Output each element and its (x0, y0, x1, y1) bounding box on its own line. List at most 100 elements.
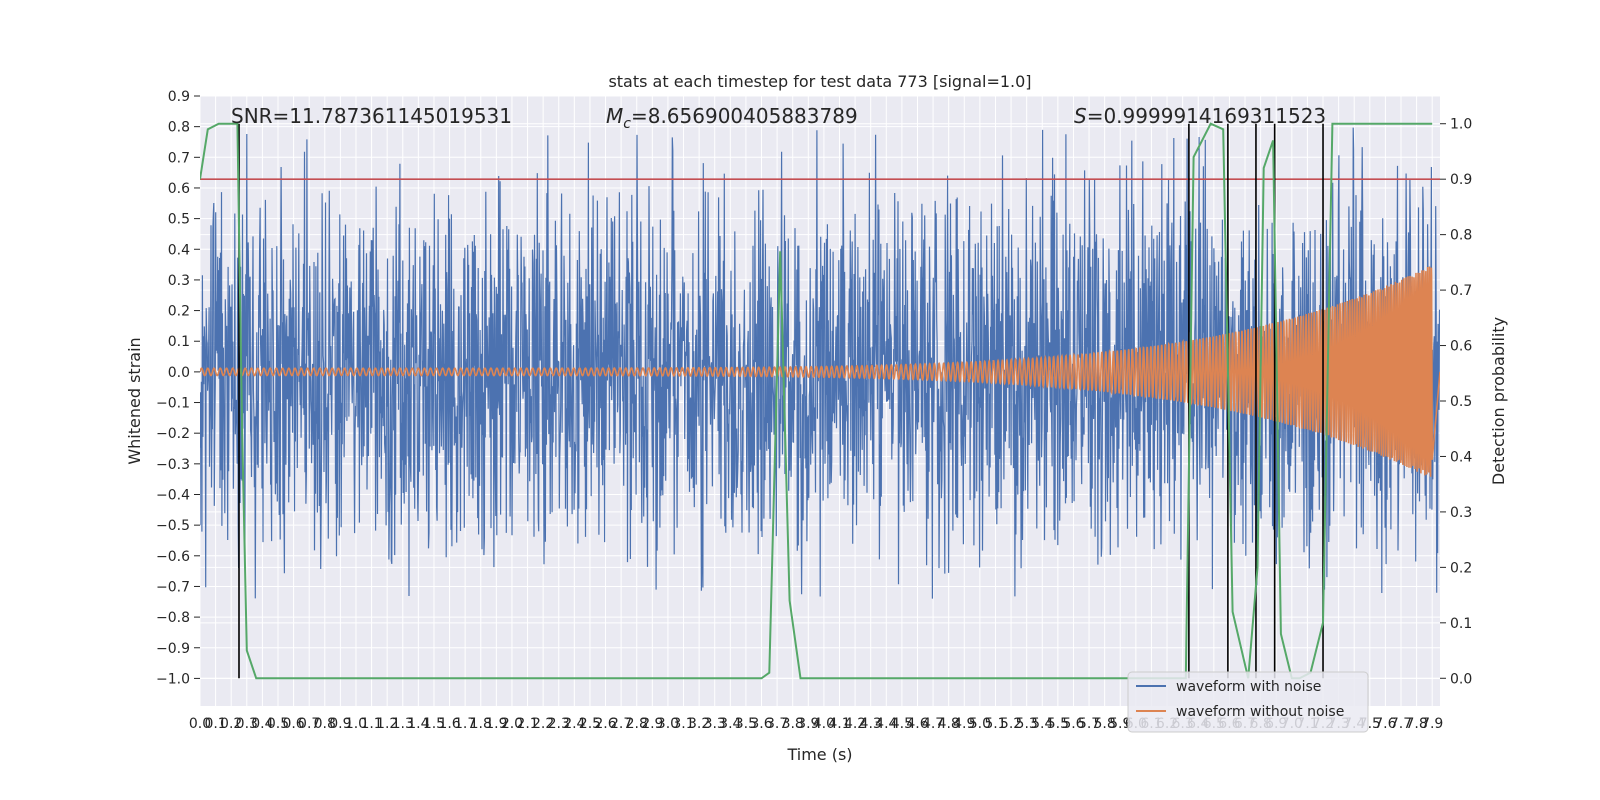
y-tick-label: 0.2 (168, 304, 190, 320)
legend-label-noise: waveform with noise (1176, 679, 1321, 695)
x-tick-label: 4.3 (860, 716, 882, 732)
y-tick-label: 0.7 (168, 150, 190, 166)
x-tick-label: 7.9 (1421, 716, 1443, 732)
x-tick-label: 1.2 (376, 716, 398, 732)
x-axis-label: Time (s) (786, 745, 852, 764)
x-tick-label: 1.0 (345, 716, 367, 732)
y-axis-label: Whitened strain (125, 337, 144, 464)
y-tick-label: −0.5 (156, 518, 190, 534)
x-tick-label: 3.5 (735, 716, 757, 732)
significance-value: =0.9999914169311523 (1087, 104, 1326, 128)
x-tick-label: 3.2 (688, 716, 710, 732)
chirp-mass-symbol: M (606, 104, 623, 128)
x-tick-label: 0.3 (236, 716, 258, 732)
x-tick-label: 0.0 (189, 716, 211, 732)
x-tick-label: 4.1 (828, 716, 850, 732)
x-tick-label: 4.9 (953, 716, 975, 732)
waveform-without-noise-series (200, 266, 1440, 477)
significance-symbol: S (1074, 104, 1087, 128)
y-tick-label: 0.5 (168, 212, 190, 228)
x-tick-label: 5.7 (1078, 716, 1100, 732)
y-tick-label: 0.6 (168, 181, 190, 197)
x-tick-label: 2.9 (641, 716, 663, 732)
x-tick-label: 3.6 (750, 716, 772, 732)
x-tick-label: 1.1 (360, 716, 382, 732)
x-tick-label: 1.9 (485, 716, 507, 732)
x-tick-label: 2.7 (610, 716, 632, 732)
y-tick-label: 0.9 (168, 89, 190, 105)
y-tick-label: 0.3 (168, 273, 190, 289)
x-tick-label: 5.2 (1000, 716, 1022, 732)
x-tick-label: 0.9 (329, 716, 351, 732)
x-tick-label: 5.9 (1109, 716, 1131, 732)
y-tick-label: 0.0 (168, 365, 190, 381)
x-tick-label: 1.4 (407, 716, 429, 732)
x-tick-label: 5.3 (1016, 716, 1038, 732)
x-tick-label: 1.8 (470, 716, 492, 732)
y2-tick-label: 0.7 (1450, 283, 1472, 299)
x-tick-label: 0.6 (282, 716, 304, 732)
x-tick-label: 3.0 (657, 716, 679, 732)
y-tick-label: −1.0 (156, 671, 190, 687)
x-tick-label: 2.5 (579, 716, 601, 732)
x-tick-label: 1.5 (423, 716, 445, 732)
y-tick-label: −0.6 (156, 549, 190, 565)
y-axis-ticks: −1.0 −0.9 −0.8 −0.7 −0.6 −0.5 −0.4 −0.3 −0.2 −0.1… (156, 89, 200, 687)
x-tick-label: 0.2 (220, 716, 242, 732)
x-tick-label: 0.5 (267, 716, 289, 732)
x-tick-label: 2.4 (563, 716, 585, 732)
x-tick-label: 5.6 (1062, 716, 1084, 732)
x-tick-label: 2.0 (501, 716, 523, 732)
y2-tick-label: 1.0 (1450, 117, 1472, 133)
y2-tick-label: 0.1 (1450, 616, 1472, 632)
y2-tick-label: 0.8 (1450, 228, 1472, 244)
x-tick-label: 5.4 (1031, 716, 1053, 732)
legend: waveform with noise waveform without noi… (1127, 671, 1369, 733)
x-tick-label: 1.7 (454, 716, 476, 732)
x-tick-label: 5.8 (1094, 716, 1116, 732)
x-tick-label: 1.3 (392, 716, 414, 732)
y-tick-label: 0.8 (168, 120, 190, 136)
y2-tick-label: 0.6 (1450, 339, 1472, 355)
x-tick-label: 3.4 (719, 716, 741, 732)
x-tick-label: 0.1 (204, 716, 226, 732)
x-tick-label: 3.1 (672, 716, 694, 732)
y2-axis-label: Detection probability (1489, 317, 1508, 485)
legend-box (1127, 671, 1369, 733)
x-tick-label: 4.4 (875, 716, 897, 732)
chart-title: stats at each timestep for test data 773… (608, 72, 1031, 91)
x-tick-label: 3.7 (766, 716, 788, 732)
chirp-mass-value: =8.656900405883789 (631, 104, 858, 128)
y-tick-label: −0.4 (156, 487, 190, 503)
snr-annotation: SNR=11.787361145019531 (231, 104, 512, 128)
x-tick-label: 7.7 (1390, 716, 1412, 732)
y2-tick-label: 0.3 (1450, 505, 1472, 521)
y-tick-label: −0.7 (156, 579, 190, 595)
x-tick-label: 2.1 (516, 716, 538, 732)
x-tick-label: 2.8 (626, 716, 648, 732)
x-tick-label: 1.6 (438, 716, 460, 732)
y2-tick-label: 0.9 (1450, 172, 1472, 188)
x-tick-label: 4.6 (906, 716, 928, 732)
y2-tick-label: 0.2 (1450, 560, 1472, 576)
x-tick-label: 0.8 (314, 716, 336, 732)
y2-tick-label: 0.5 (1450, 394, 1472, 410)
x-tick-label: 7.6 (1374, 716, 1396, 732)
y-tick-label: −0.8 (156, 610, 190, 626)
x-tick-label: 4.5 (891, 716, 913, 732)
x-tick-label: 4.2 (844, 716, 866, 732)
clean-waveform-line (200, 266, 1440, 477)
x-tick-label: 0.7 (298, 716, 320, 732)
x-tick-label: 2.3 (548, 716, 570, 732)
y-tick-label: −0.3 (156, 457, 190, 473)
x-tick-label: 4.7 (922, 716, 944, 732)
y-tick-label: −0.2 (156, 426, 190, 442)
x-tick-label: 5.0 (969, 716, 991, 732)
x-tick-label: 5.5 (1047, 716, 1069, 732)
y-tick-label: 0.4 (168, 242, 190, 258)
x-tick-label: 2.6 (594, 716, 616, 732)
x-tick-label: 2.2 (532, 716, 554, 732)
significance-annotation: S=0.9999914169311523 (1074, 104, 1326, 128)
y-tick-label: 0.1 (168, 334, 190, 350)
